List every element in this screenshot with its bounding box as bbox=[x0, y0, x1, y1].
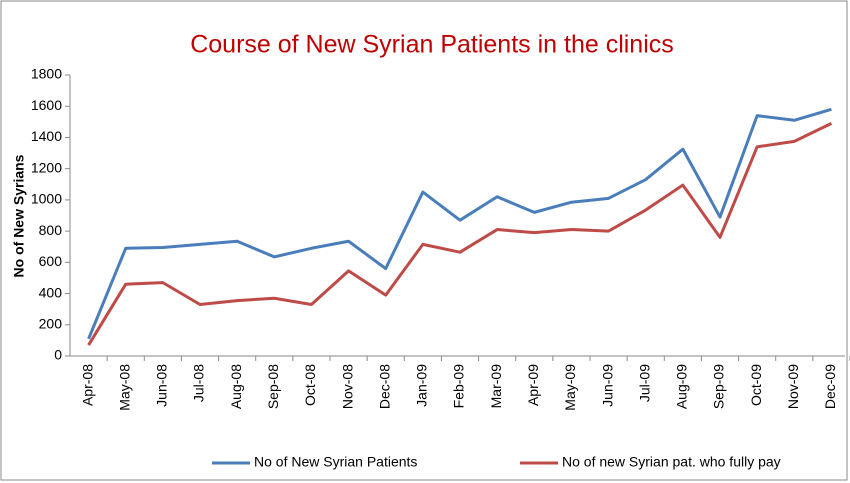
x-tick-label: Nov-08 bbox=[339, 364, 355, 409]
y-axis-label: No of New Syrians bbox=[11, 154, 27, 277]
x-tick-label: Aug-09 bbox=[674, 364, 690, 409]
line-series bbox=[87, 122, 833, 346]
x-tick-label: Mar-09 bbox=[488, 364, 504, 409]
y-tick-label: 1800 bbox=[31, 66, 62, 82]
y-tick-label: 200 bbox=[39, 315, 63, 331]
y-tick-label: 600 bbox=[39, 253, 63, 269]
x-tick-label: Sep-08 bbox=[265, 364, 281, 409]
y-tick-label: 1600 bbox=[31, 97, 62, 113]
chart-title: Course of New Syrian Patients in the cli… bbox=[190, 31, 674, 59]
x-tick-label: Feb-09 bbox=[451, 364, 467, 409]
x-tick-label: Jun-09 bbox=[599, 364, 615, 407]
x-tick-label: May-08 bbox=[116, 364, 132, 411]
x-tick-label: Apr-09 bbox=[525, 364, 541, 406]
line-series bbox=[87, 107, 832, 340]
x-tick-label: Jul-09 bbox=[636, 364, 652, 402]
x-tick-label: Oct-09 bbox=[748, 364, 764, 406]
legend-label: No of new Syrian pat. who fully pay bbox=[562, 454, 781, 470]
y-tick-label: 400 bbox=[39, 284, 63, 300]
x-tick-label: Aug-08 bbox=[228, 364, 244, 409]
legend-label: No of New Syrian Patients bbox=[254, 454, 417, 470]
x-tick-label: Jul-08 bbox=[191, 364, 207, 402]
x-tick-label: May-09 bbox=[562, 364, 578, 411]
y-tick-label: 1000 bbox=[31, 191, 62, 207]
x-tick-label: Sep-09 bbox=[711, 364, 727, 409]
x-tick-label: Jan-09 bbox=[414, 364, 430, 407]
y-tick-label: 1400 bbox=[31, 128, 62, 144]
x-tick-label: Nov-09 bbox=[785, 364, 801, 409]
x-tick-label: Dec-09 bbox=[822, 364, 838, 409]
y-tick-label: 1200 bbox=[31, 159, 62, 175]
y-tick-label: 800 bbox=[39, 222, 63, 238]
x-tick-label: Apr-08 bbox=[79, 364, 95, 406]
x-tick-label: Jun-08 bbox=[154, 364, 170, 407]
x-tick-label: Dec-08 bbox=[376, 364, 392, 409]
x-tick-label: Oct-08 bbox=[302, 364, 318, 406]
y-tick-label: 0 bbox=[54, 347, 62, 363]
